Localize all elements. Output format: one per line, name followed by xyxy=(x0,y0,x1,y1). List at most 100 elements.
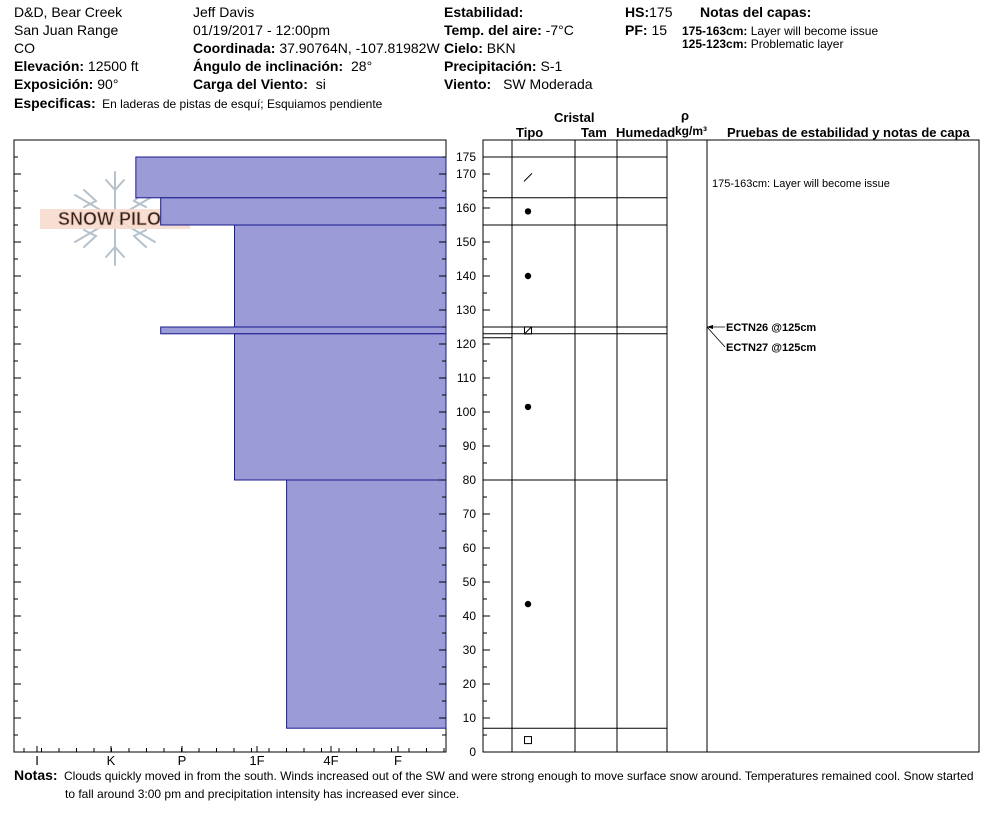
height-tick-label: 100 xyxy=(456,405,476,419)
hardness-bar xyxy=(160,197,447,226)
hardness-scale-axis: I K P 1F 4F F xyxy=(23,746,445,768)
wind-label: Viento: xyxy=(444,76,492,92)
air-temp: Temp. del aire: -7°C xyxy=(444,22,574,39)
layer-notes-title: Notas del capas: xyxy=(700,4,812,20)
height-tick-label: 80 xyxy=(463,473,477,487)
test-arrow-icon xyxy=(707,325,713,329)
sky-value: BKN xyxy=(486,40,516,56)
wind-load: Carga del Viento: si xyxy=(193,76,326,93)
height-tick-label: 40 xyxy=(463,609,477,623)
grain-rounds-icon xyxy=(524,403,532,411)
snowpilot-logo: SNOW PILOT xyxy=(40,171,190,266)
hardness-bar xyxy=(135,156,447,199)
hardness-tick-label: K xyxy=(107,753,116,768)
pf-label: PF: xyxy=(625,22,648,38)
wind-load-label: Carga del Viento: xyxy=(193,76,308,92)
header-rho: ρ xyxy=(681,108,690,123)
aspect: Exposición: 90° xyxy=(14,76,118,93)
datetime: 01/19/2017 - 12:00pm xyxy=(193,22,330,38)
layer-note-2-range: 125-123cm: xyxy=(682,37,748,51)
logo-text: SNOW PILOT xyxy=(58,209,172,229)
coordinates: Coordinada: 37.90764N, -107.81982W xyxy=(193,40,440,57)
layer-rows xyxy=(483,156,667,753)
slope-label: Ángulo de inclinación: xyxy=(193,58,344,74)
elevation: Elevación: 12500 ft xyxy=(14,58,139,75)
precipitation: Precipitación: S-1 xyxy=(444,58,562,75)
layer-comment: 175-163cm: Layer will become issue xyxy=(712,178,890,190)
header-tests: Pruebas de estabilidad y notas de capa xyxy=(727,125,970,140)
layer-note-1: 175-163cm: Layer will become issue xyxy=(682,24,878,39)
height-tick-label: 20 xyxy=(463,677,477,691)
notes: Notas: Clouds quickly moved in from the … xyxy=(14,767,974,785)
layer-note-1-range: 175-163cm: xyxy=(682,24,748,38)
hardness-tick-label: 1F xyxy=(249,753,264,768)
grain-faceted-rounds-icon xyxy=(524,326,532,335)
header-cristal: Cristal xyxy=(554,110,595,125)
observer: Jeff Davis xyxy=(193,4,255,20)
grain-precip-icon xyxy=(523,173,533,182)
test-label: ECTN27 @125cm xyxy=(726,342,816,354)
grain-symbols xyxy=(523,173,533,745)
height-tick-label: 170 xyxy=(456,167,476,181)
notes-label: Notas: xyxy=(14,767,58,783)
header-tipo: Tipo xyxy=(516,125,544,140)
layer-note-1-text: Layer will become issue xyxy=(750,24,879,38)
grain-rounds-icon xyxy=(524,208,532,215)
specifics: Especificas: En laderas de pistas de esq… xyxy=(14,95,382,113)
height-tick-label: 140 xyxy=(456,269,476,283)
header-humedad: Humedad xyxy=(616,125,676,140)
coord-label: Coordinada: xyxy=(193,40,276,56)
grain-rounds-icon xyxy=(524,600,532,608)
state: CO xyxy=(14,40,35,56)
hardness-tick-label: 4F xyxy=(323,753,338,768)
pf-value: 15 xyxy=(651,22,668,38)
specifics-label: Especificas: xyxy=(14,95,96,111)
hs-label: HS: xyxy=(625,4,650,20)
hs-value: 175 xyxy=(649,4,673,20)
hardness-bar xyxy=(234,224,447,328)
wind: Viento: SW Moderada xyxy=(444,76,593,93)
layer-note-2-text: Problematic layer xyxy=(750,37,844,51)
hardness-bars xyxy=(135,156,447,729)
height-tick-label: 90 xyxy=(463,439,477,453)
height-tick-label: 175 xyxy=(456,150,476,164)
precip-label: Precipitación: xyxy=(444,58,537,74)
notes-text-2: to fall around 3:00 pm and precipitation… xyxy=(65,787,460,801)
stability-label: Estabilidad: xyxy=(444,4,524,20)
hardness-bar xyxy=(234,333,447,481)
wind-value: SW Moderada xyxy=(503,76,593,92)
height-tick-label: 50 xyxy=(463,575,477,589)
height-tick-label: 120 xyxy=(456,337,476,351)
sky: Cielo: BKN xyxy=(444,40,518,57)
specifics-value: En laderas de pistas de esquí; Esquiamos… xyxy=(102,97,383,111)
grain-facets-icon xyxy=(524,736,532,745)
grain-rounds-icon xyxy=(524,272,532,280)
test-label: ECTN26 @125cm xyxy=(726,322,816,334)
location: D&D, Bear Creek xyxy=(14,4,123,20)
hardness-tick-label: I xyxy=(35,753,39,768)
elevation-value: 12500 ft xyxy=(87,58,139,74)
grain-faceted-rounds-slash xyxy=(524,326,532,335)
air-temp-value: -7°C xyxy=(545,22,574,38)
hardness-tick-label: P xyxy=(178,753,187,768)
height-tick-label: 30 xyxy=(463,643,477,657)
precip-value: S-1 xyxy=(540,58,563,74)
height-tick-label: 60 xyxy=(463,541,477,555)
header-tam: Tam xyxy=(581,125,607,140)
height-axis: 0 10 20 30 40 50 60 70 80 90 100 110 120 130 140 150 160… xyxy=(14,150,490,759)
sky-label: Cielo: xyxy=(444,40,483,56)
layer-note-2: 125-123cm: Problematic layer xyxy=(682,37,843,52)
aspect-label: Exposición: xyxy=(14,76,94,92)
coord-value: 37.90764N, -107.81982W xyxy=(279,40,440,56)
test-pointer xyxy=(706,326,726,348)
hs: HS:175 xyxy=(625,4,672,21)
range: San Juan Range xyxy=(14,22,119,38)
elevation-label: Elevación: xyxy=(14,58,85,74)
height-tick-label: 110 xyxy=(457,371,476,385)
air-temp-label: Temp. del aire: xyxy=(444,22,542,38)
notes-text-1: Clouds quickly moved in from the south. … xyxy=(64,769,974,783)
hardness-bar xyxy=(286,479,447,729)
pf: PF: 15 xyxy=(625,22,667,39)
height-tick-label: 130 xyxy=(456,303,476,317)
